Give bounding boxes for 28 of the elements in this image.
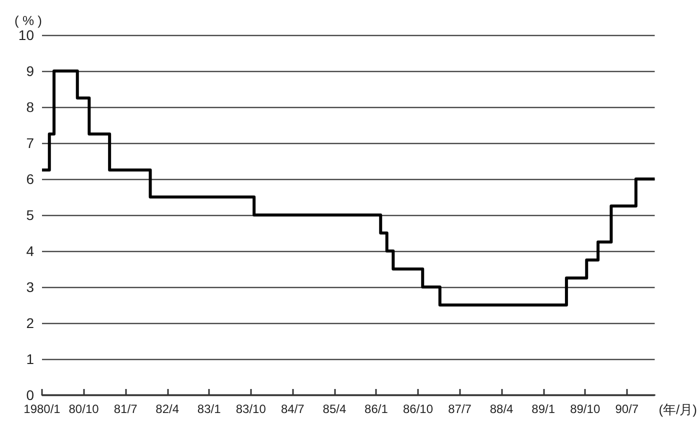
y-tick-label: 8 bbox=[26, 99, 34, 115]
y-axis-title: ( % ) bbox=[14, 13, 42, 28]
x-tick-label: 82/4 bbox=[156, 402, 180, 416]
y-tick-label: 7 bbox=[26, 135, 34, 151]
x-tick-label: 85/4 bbox=[322, 402, 346, 416]
x-tick-label: 81/7 bbox=[114, 402, 138, 416]
y-tick-label: 5 bbox=[26, 207, 34, 223]
x-tick-label: 83/10 bbox=[236, 402, 266, 416]
x-tick-label: 87/7 bbox=[448, 402, 472, 416]
y-tick-label: 6 bbox=[26, 171, 34, 187]
x-tick-label: 80/10 bbox=[68, 402, 100, 416]
y-tick-label: 10 bbox=[18, 27, 34, 43]
x-tick-label: 89/1 bbox=[532, 402, 556, 416]
y-tick-label: 9 bbox=[26, 63, 34, 79]
x-tick-label: 84/7 bbox=[280, 402, 305, 416]
y-tick-label: 3 bbox=[26, 279, 34, 295]
x-tick-label: 88/4 bbox=[490, 402, 514, 416]
x-tick-label: 1980/1 bbox=[24, 402, 61, 416]
y-tick-label: 1 bbox=[26, 351, 34, 367]
y-tick-label: 4 bbox=[26, 243, 34, 259]
x-tick-label: 90/7 bbox=[615, 402, 639, 416]
x-tick-label: 89/10 bbox=[570, 402, 600, 416]
x-tick-label: 83/1 bbox=[197, 402, 222, 416]
x-tick-label: 86/10 bbox=[402, 402, 434, 416]
y-tick-label: 0 bbox=[26, 387, 34, 403]
x-axis-title: (年/月) bbox=[658, 402, 698, 417]
x-tick-label: 86/1 bbox=[364, 402, 388, 416]
y-tick-label: 2 bbox=[26, 315, 34, 331]
